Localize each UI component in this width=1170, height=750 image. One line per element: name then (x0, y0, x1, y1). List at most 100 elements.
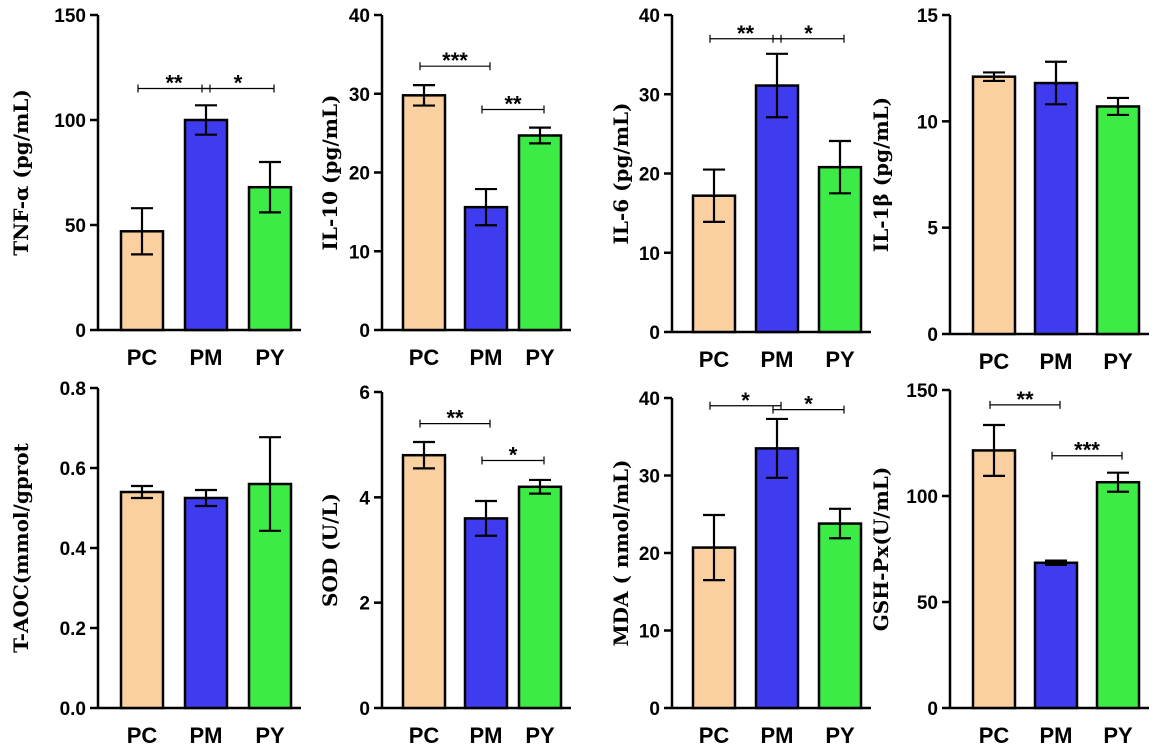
significance-label: * (509, 442, 518, 467)
x-tick-label: PM (761, 723, 794, 748)
x-tick-label: PM (1040, 349, 1073, 374)
y-axis-label: GSH-Px(U/mL) (869, 467, 893, 632)
y-tick-label: 100 (906, 487, 938, 508)
bar-py (517, 134, 563, 332)
y-tick-label: 10 (639, 622, 660, 643)
bar-pc (971, 75, 1017, 336)
x-tick-label: PC (699, 723, 730, 748)
y-tick-label: 15 (917, 6, 939, 27)
y-axis-label: MDA ( nmol/mL) (609, 459, 633, 646)
bar-py (817, 522, 863, 710)
y-tick-label: 150 (906, 381, 938, 402)
x-tick-label: PC (979, 723, 1010, 748)
y-tick-label: 0.4 (60, 539, 87, 560)
y-tick-label: 0 (75, 321, 86, 342)
bar-pm (754, 84, 800, 334)
x-tick-label: PM (470, 723, 503, 748)
x-tick-label: PM (190, 723, 223, 748)
significance-label: * (804, 392, 813, 417)
y-tick-label: 0 (359, 699, 370, 720)
x-tick-label: PM (470, 345, 503, 370)
significance-label: ** (446, 406, 464, 431)
x-tick-label: PC (127, 345, 158, 370)
x-tick-label: PC (979, 349, 1010, 374)
y-axis-label: T-AOC(mmol/gprot (9, 442, 33, 653)
x-tick-label: PC (409, 723, 440, 748)
bar-py (517, 485, 563, 710)
chart-panel: 0 5 10 15 IL-1β (pg/mL) PC PM PY (869, 6, 1149, 374)
y-tick-label: 10 (917, 112, 938, 133)
significance-label: *** (1074, 438, 1100, 463)
y-tick-label: 40 (349, 6, 370, 27)
y-axis-label: SOD (U/L) (318, 493, 342, 607)
y-tick-label: 0.8 (60, 379, 86, 400)
x-tick-label: PC (699, 347, 730, 372)
x-tick-label: PM (1040, 723, 1073, 748)
x-tick-label: PM (761, 347, 794, 372)
y-axis-label: TNF-α (pg/mL) (9, 89, 33, 256)
x-tick-label: PY (1103, 723, 1133, 748)
x-tick-label: PY (825, 347, 855, 372)
y-tick-label: 0 (359, 321, 370, 342)
y-tick-label: 100 (54, 111, 86, 132)
significance-label: * (741, 388, 750, 413)
y-tick-label: 30 (639, 85, 660, 106)
y-tick-label: 20 (349, 164, 370, 185)
significance-label: ** (737, 21, 755, 46)
bar-pm (1033, 81, 1079, 336)
y-axis-label: IL-10 (pg/mL) (318, 95, 342, 251)
x-tick-label: PY (255, 723, 285, 748)
y-tick-label: 0.6 (60, 459, 86, 480)
y-tick-label: 30 (349, 85, 370, 106)
y-tick-label: 10 (349, 242, 370, 263)
x-tick-label: PY (525, 723, 555, 748)
y-tick-label: 10 (639, 244, 660, 265)
bar-pm (1033, 561, 1079, 710)
bar-pm (183, 118, 229, 332)
significance-label: ** (165, 71, 183, 96)
significance-label: * (234, 71, 243, 96)
x-tick-label: PY (255, 345, 285, 370)
bar-pc (119, 490, 165, 710)
significance-label: ** (504, 92, 522, 117)
y-axis-label: IL-1β (pg/mL) (869, 97, 893, 252)
y-tick-label: 20 (639, 165, 660, 186)
x-tick-label: PC (127, 723, 158, 748)
y-tick-label: 6 (359, 383, 370, 404)
x-tick-label: PY (1103, 349, 1133, 374)
y-tick-label: 50 (917, 593, 938, 614)
bar-pm (463, 517, 509, 710)
bar-pm (183, 496, 229, 710)
y-tick-label: 40 (639, 389, 660, 410)
y-tick-label: 0 (927, 699, 938, 720)
y-tick-label: 30 (639, 467, 660, 488)
y-tick-label: 0 (649, 323, 660, 344)
significance-label: * (804, 21, 813, 46)
bar-pc (401, 453, 447, 710)
y-tick-label: 0 (927, 325, 938, 346)
y-tick-label: 50 (65, 216, 86, 237)
y-tick-label: 4 (359, 488, 370, 509)
y-axis-label: IL-6 (pg/mL) (609, 102, 633, 244)
y-tick-label: 40 (639, 6, 660, 27)
y-tick-label: 0 (649, 699, 660, 720)
y-tick-label: 20 (639, 544, 660, 565)
y-tick-label: 150 (54, 6, 86, 27)
bar-pm (463, 205, 509, 332)
bar-pc (971, 449, 1017, 710)
chart-panel: 0 10 20 30 40 MDA ( nmol/mL) PC PM PY * * (609, 388, 871, 748)
significance-label: *** (442, 48, 468, 73)
y-tick-label: 2 (359, 594, 370, 615)
y-tick-label: 0.2 (60, 619, 86, 640)
significance-label: ** (1016, 387, 1034, 412)
bar-py (1095, 105, 1141, 336)
x-tick-label: PM (190, 345, 223, 370)
bar-pc (401, 94, 447, 332)
chart-panel: 0.0 0.2 0.4 0.6 0.8 T-AOC(mmol/gprot PC PM PY (9, 379, 301, 748)
x-tick-label: PC (409, 345, 440, 370)
